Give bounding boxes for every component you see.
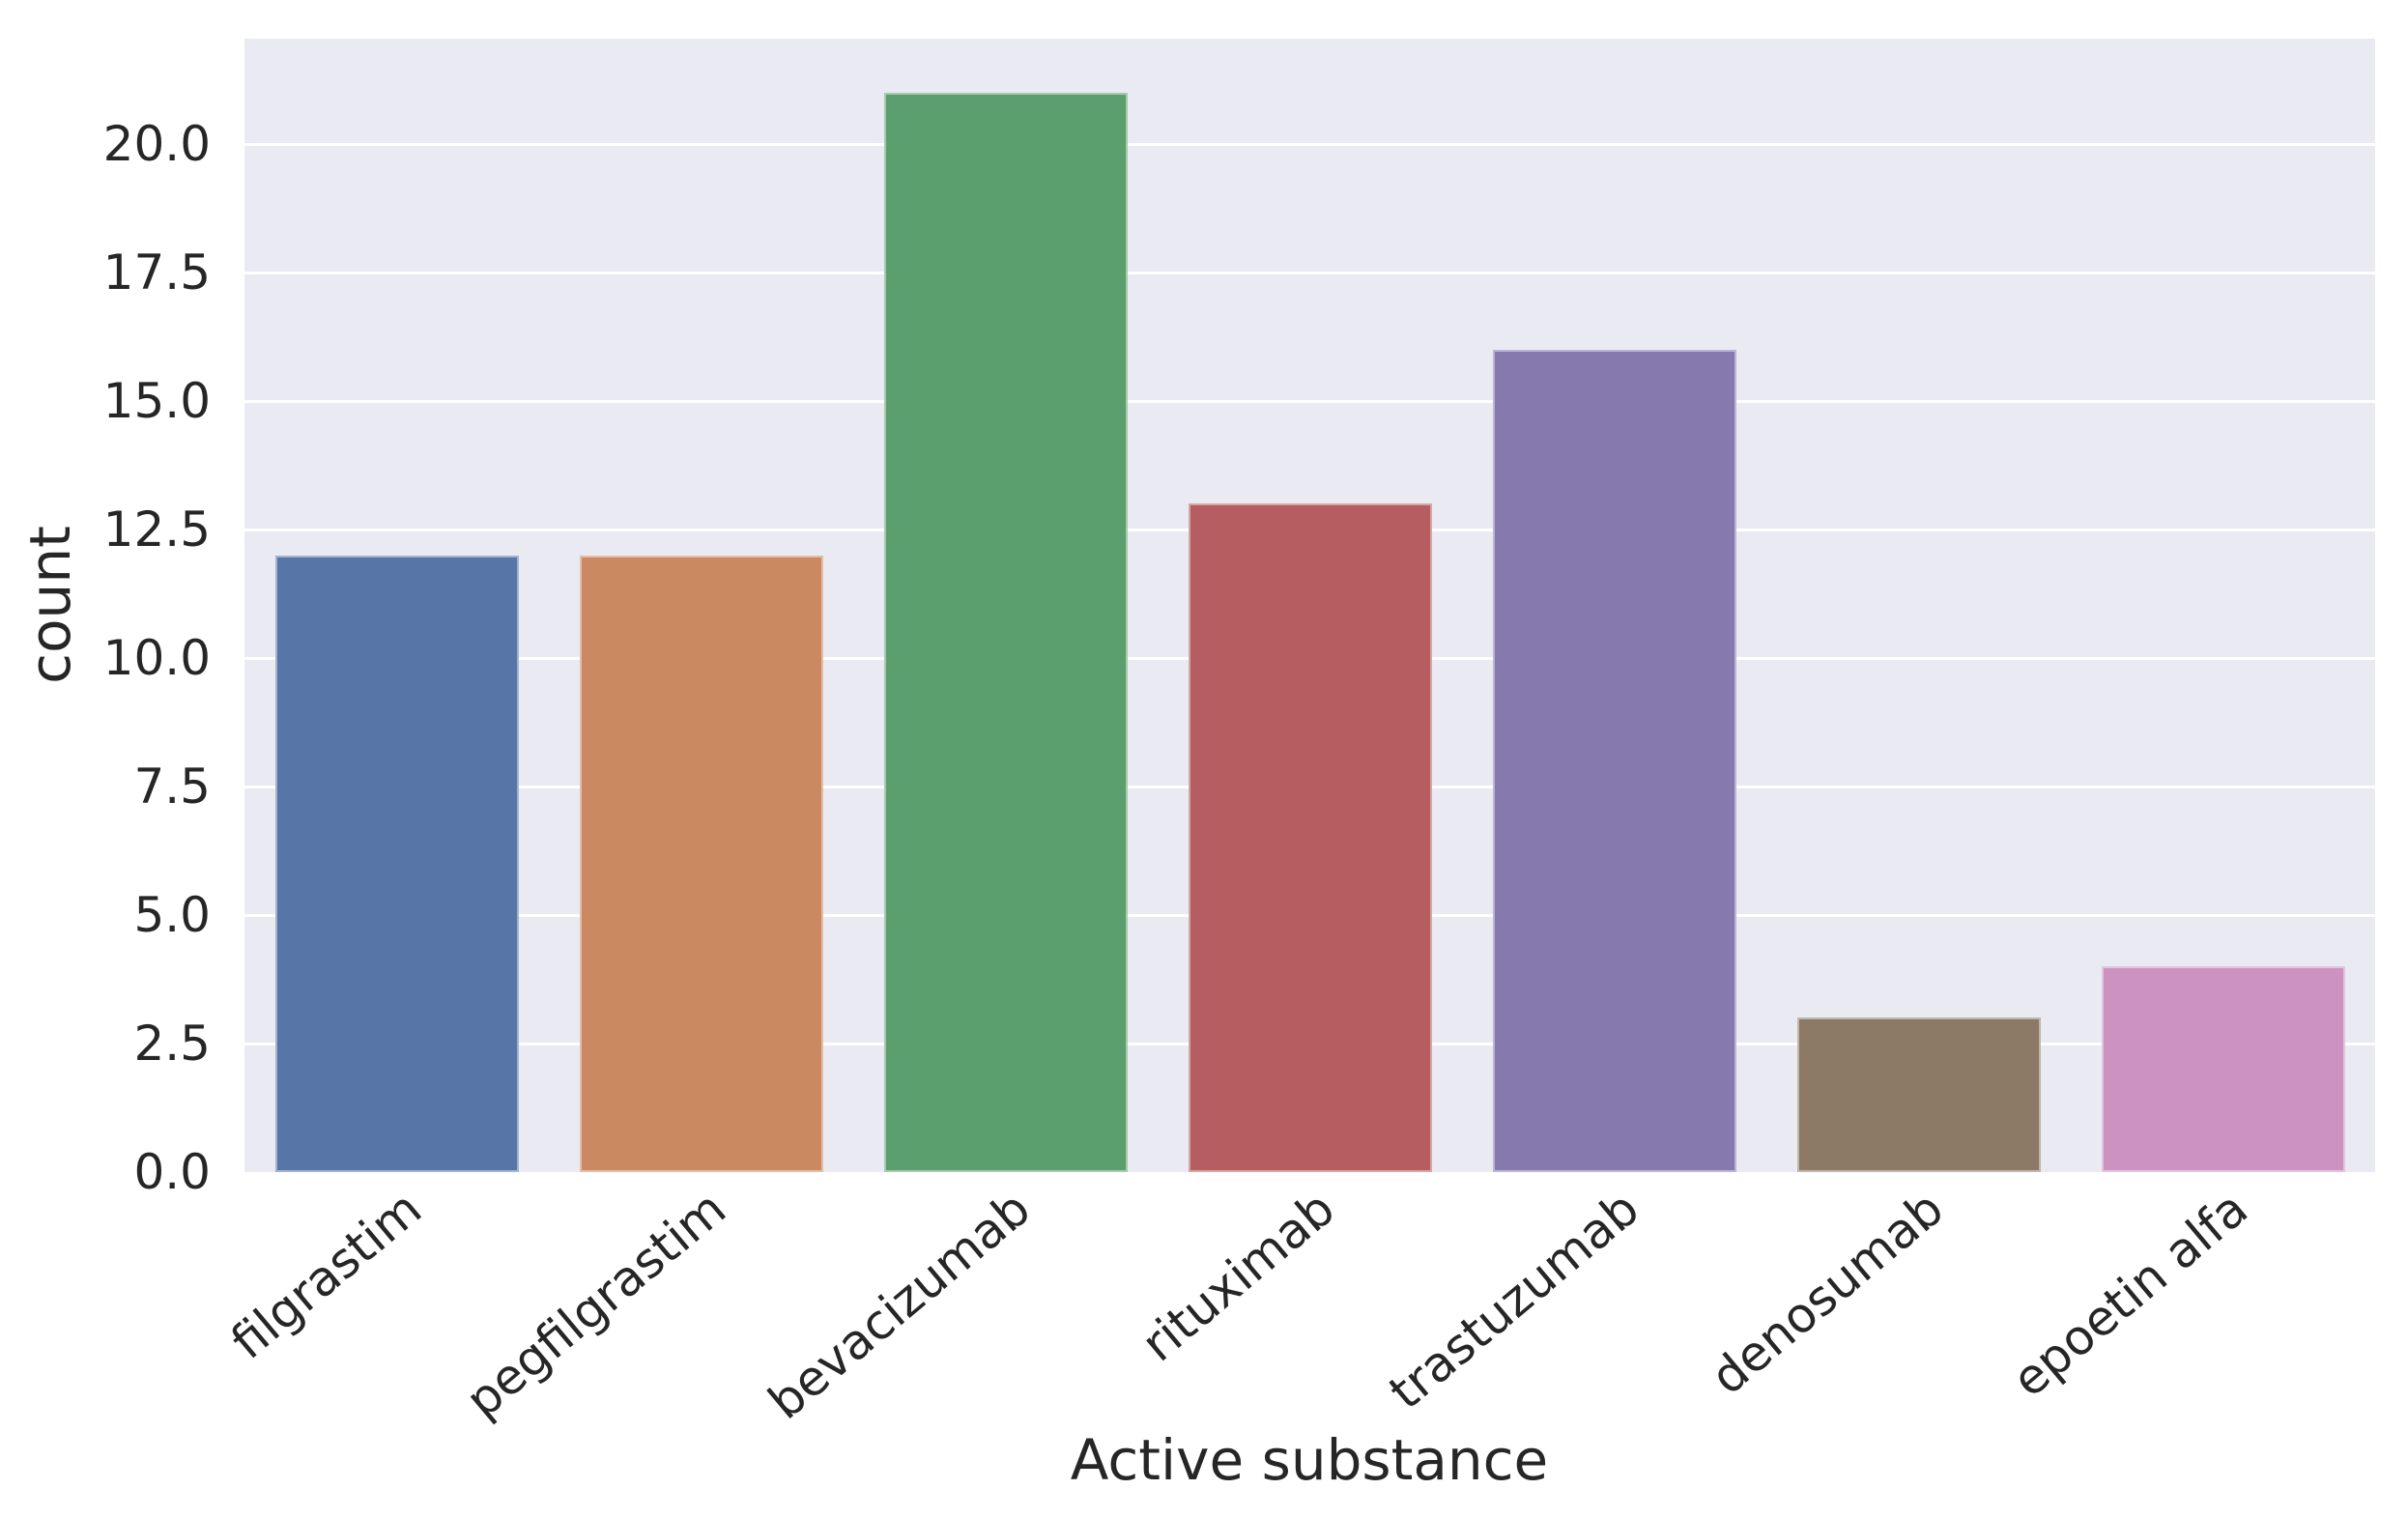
- y-tick-label: 12.5: [102, 501, 211, 559]
- x-tick-label-bevacizumab: bevacizumab: [758, 1180, 1041, 1431]
- y-axis-label: count: [17, 526, 83, 684]
- bar-epoetin-alfa: [2101, 966, 2345, 1172]
- x-tick-label-denosumab: denosumab: [1700, 1180, 1954, 1406]
- bar-rituximab: [1188, 503, 1432, 1172]
- y-tick-label: 15.0: [102, 373, 211, 430]
- gridline: [244, 271, 2375, 274]
- bar-denosumab: [1796, 1017, 2041, 1172]
- bar-filgrastim: [274, 555, 519, 1172]
- x-axis-label: Active substance: [1070, 1427, 1549, 1493]
- y-tick-label: 7.5: [133, 759, 211, 816]
- y-tick-label: 5.0: [133, 887, 211, 943]
- x-tick-label-rituximab: rituximab: [1131, 1180, 1345, 1373]
- gridline: [244, 142, 2375, 146]
- bar-trastuzumab: [1492, 349, 1736, 1172]
- x-tick-label-pegfilgrastim: pegfilgrastim: [454, 1180, 736, 1429]
- x-tick-label-filgrastim: filgrastim: [219, 1180, 432, 1370]
- gridline: [244, 399, 2375, 403]
- plot-area: [244, 39, 2375, 1172]
- y-tick-label: 0.0: [133, 1144, 211, 1200]
- x-tick-label-epoetin-alfa: epoetin alfa: [2001, 1180, 2258, 1409]
- y-tick-label: 17.5: [102, 244, 211, 301]
- y-tick-label: 20.0: [102, 116, 211, 173]
- x-tick-label-trastuzumab: trastuzumab: [1378, 1180, 1649, 1420]
- bar-pegfilgrastim: [579, 555, 823, 1172]
- bar-bevacizumab: [883, 92, 1128, 1172]
- y-tick-label: 10.0: [102, 630, 211, 687]
- y-tick-label: 2.5: [133, 1016, 211, 1072]
